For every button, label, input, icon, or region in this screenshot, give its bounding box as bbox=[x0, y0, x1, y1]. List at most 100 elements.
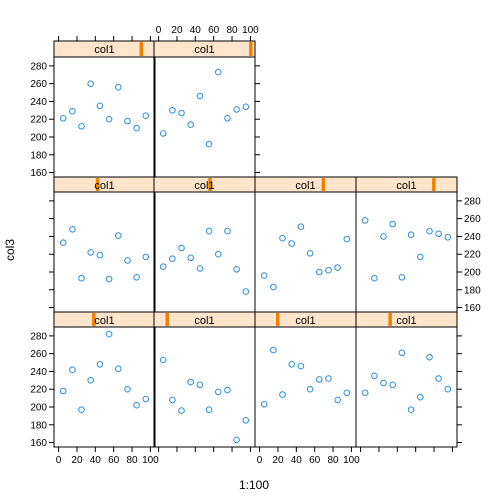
data-point bbox=[124, 257, 131, 264]
y-tick-label: 280 bbox=[464, 196, 481, 207]
data-point bbox=[69, 366, 76, 374]
y-tick-label: 220 bbox=[30, 385, 47, 396]
data-point bbox=[69, 107, 76, 115]
panel-10: col1 bbox=[153, 40, 256, 178]
y-ticks-right-row1 bbox=[457, 335, 462, 444]
data-point bbox=[334, 396, 341, 404]
data-point bbox=[178, 244, 185, 252]
y-tick-label: 260 bbox=[464, 214, 481, 225]
y-tick-label: 240 bbox=[464, 232, 481, 243]
x-tick-label: 80 bbox=[126, 455, 138, 466]
strip-label: col1 bbox=[194, 180, 214, 192]
y-tick-label: 180 bbox=[30, 150, 47, 161]
data-point bbox=[159, 130, 167, 137]
data-point bbox=[380, 233, 387, 240]
y-tick-label: 280 bbox=[30, 331, 47, 342]
x-tick-label: 40 bbox=[190, 25, 202, 36]
data-point bbox=[260, 401, 268, 408]
x-tick-label: 20 bbox=[171, 25, 183, 36]
data-point bbox=[334, 264, 341, 271]
data-point bbox=[242, 103, 250, 111]
data-point bbox=[389, 220, 397, 228]
panel-frame bbox=[53, 326, 156, 448]
x-tick-label: 80 bbox=[327, 455, 339, 466]
data-point bbox=[187, 254, 194, 262]
data-point bbox=[124, 117, 131, 125]
data-point bbox=[196, 265, 204, 272]
data-point bbox=[196, 381, 204, 389]
panel-2: col1 bbox=[153, 311, 256, 448]
data-point bbox=[224, 115, 231, 122]
y-tick-label: 260 bbox=[30, 349, 47, 360]
panel-frame bbox=[355, 191, 458, 313]
strip-level-marker bbox=[388, 313, 392, 326]
strip-level-marker bbox=[249, 42, 253, 56]
data-point bbox=[178, 407, 185, 414]
x-ticks-top-col1 bbox=[58, 36, 151, 41]
panel-frame bbox=[53, 56, 156, 178]
panel-frame bbox=[153, 326, 256, 448]
data-point bbox=[96, 361, 104, 368]
data-point bbox=[205, 406, 213, 414]
data-point bbox=[288, 361, 296, 368]
data-point bbox=[343, 235, 351, 243]
data-point bbox=[325, 266, 332, 274]
data-point bbox=[279, 234, 286, 242]
data-point bbox=[115, 83, 122, 91]
data-point bbox=[105, 115, 113, 123]
data-point bbox=[233, 266, 240, 273]
y-tick-label: 180 bbox=[30, 420, 47, 431]
data-point bbox=[142, 112, 150, 119]
strip-label: col1 bbox=[94, 44, 114, 56]
panel-6: col1 bbox=[153, 176, 256, 313]
x-tick-label: 100 bbox=[343, 455, 360, 466]
y-tick-label: 240 bbox=[30, 97, 47, 108]
data-point bbox=[78, 123, 85, 130]
x-ticks-bottom-col2 bbox=[158, 447, 251, 452]
y-tick-label: 220 bbox=[30, 115, 47, 126]
strip-level-marker bbox=[95, 178, 100, 191]
x-axis-bottom-col1: 0 20 40 60 80 100 bbox=[56, 447, 159, 466]
strip-level-marker bbox=[432, 178, 436, 191]
data-point bbox=[361, 217, 369, 224]
x-tick-label: 0 bbox=[156, 25, 162, 36]
y-tick-label: 200 bbox=[464, 268, 481, 279]
strip-level-marker bbox=[276, 313, 280, 326]
data-point bbox=[270, 283, 277, 291]
data-point bbox=[87, 249, 94, 256]
x-tick-label: 0 bbox=[56, 455, 62, 466]
x-tick-label: 100 bbox=[142, 455, 159, 466]
data-point bbox=[224, 227, 231, 235]
data-point bbox=[224, 386, 231, 394]
data-point bbox=[279, 391, 286, 398]
data-point bbox=[444, 385, 452, 393]
y-tick-label: 160 bbox=[30, 438, 47, 449]
panel-frame bbox=[153, 191, 256, 313]
data-point bbox=[196, 92, 204, 100]
x-tick-label: 60 bbox=[309, 455, 321, 466]
panels-layer: col1 col1 col1 col1 col1 col1 col1 col1 col1 col1 bbox=[53, 40, 458, 448]
data-point bbox=[115, 365, 122, 373]
data-point bbox=[159, 263, 167, 271]
strip-level-marker bbox=[165, 313, 169, 326]
y-tick-label: 180 bbox=[464, 285, 481, 296]
data-point bbox=[233, 106, 240, 113]
data-point bbox=[142, 253, 150, 261]
strip-level-marker bbox=[139, 42, 144, 56]
data-point bbox=[260, 272, 268, 279]
strip-label: col1 bbox=[194, 315, 214, 327]
data-point bbox=[205, 227, 213, 235]
y-tick-label: 200 bbox=[30, 403, 47, 414]
data-point bbox=[59, 387, 67, 395]
data-point bbox=[215, 388, 222, 396]
panel-frame bbox=[153, 56, 256, 178]
y-tick-label: 260 bbox=[30, 79, 47, 90]
panel-frame bbox=[355, 326, 458, 448]
data-point bbox=[142, 395, 150, 403]
data-point bbox=[398, 349, 406, 357]
panel-3: col1 bbox=[254, 311, 357, 448]
data-point bbox=[105, 275, 113, 283]
data-point bbox=[426, 353, 433, 361]
